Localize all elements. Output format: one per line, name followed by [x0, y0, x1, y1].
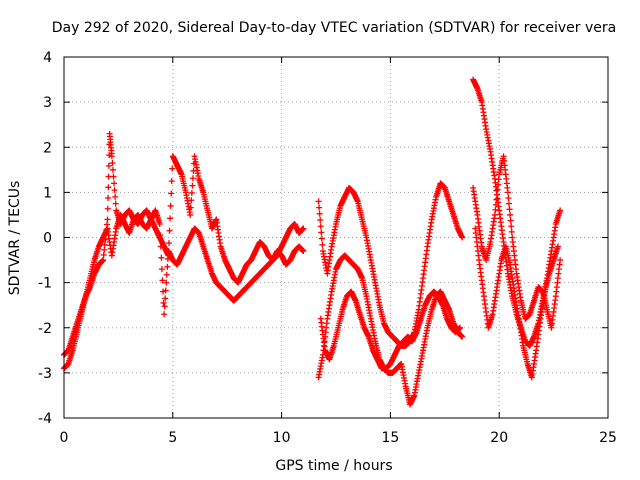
x-tick-label: 25: [599, 430, 617, 446]
data-point: [504, 189, 511, 196]
data-point: [157, 243, 164, 250]
data-point: [100, 251, 107, 258]
y-tick-label: -3: [38, 366, 52, 382]
data-point: [557, 207, 564, 214]
data-point: [105, 195, 112, 202]
data-point: [457, 324, 464, 331]
data-point: [162, 287, 169, 294]
data-point: [188, 189, 195, 196]
data-point: [317, 223, 324, 230]
data-point: [169, 165, 176, 172]
data-point: [507, 211, 514, 218]
data-point: [167, 215, 174, 222]
axis-ticks: 0 5 10 15 20 25 -4 -3 -2 -1 0 1 2 3 4: [38, 50, 617, 446]
data-point: [161, 303, 168, 310]
data-point: [319, 241, 326, 248]
y-tick-label: 3: [43, 95, 52, 111]
data-points: [61, 76, 564, 408]
x-tick-label: 20: [490, 430, 508, 446]
data-point: [112, 193, 119, 200]
data-point: [318, 235, 325, 242]
chart-title: Day 292 of 2020, Sidereal Day-to-day VTE…: [52, 20, 616, 36]
data-point: [491, 211, 498, 218]
data-point: [111, 187, 118, 194]
data-point: [111, 180, 118, 187]
data-point: [554, 243, 561, 250]
data-point: [187, 204, 194, 211]
data-point: [189, 182, 196, 189]
y-tick-label: -2: [38, 321, 52, 337]
data-point: [459, 234, 466, 241]
data-point: [156, 220, 163, 227]
data-point: [164, 263, 171, 270]
y-tick-label: 0: [43, 231, 52, 247]
x-tick-label: 15: [381, 430, 399, 446]
data-point: [300, 225, 307, 232]
data-point: [104, 216, 111, 223]
data-point: [168, 190, 175, 197]
data-point: [316, 210, 323, 217]
data-point: [300, 248, 307, 255]
data-point: [108, 153, 115, 160]
data-point: [110, 173, 117, 180]
data-point: [160, 288, 167, 295]
data-point: [105, 162, 112, 169]
data-point: [494, 191, 501, 198]
data-point: [100, 257, 107, 264]
data-point: [507, 217, 514, 224]
data-point: [165, 240, 172, 247]
data-point: [508, 223, 515, 230]
data-point: [189, 175, 196, 182]
data-point: [157, 232, 164, 239]
data-point: [315, 198, 322, 205]
y-tick-label: -4: [38, 411, 52, 427]
y-tick-label: -1: [38, 276, 52, 292]
data-point: [105, 184, 112, 191]
data-point: [159, 277, 166, 284]
y-tick-label: 4: [43, 50, 52, 66]
data-point: [317, 217, 324, 224]
y-tick-label: 1: [43, 185, 52, 201]
data-point: [506, 206, 513, 213]
x-tick-label: 0: [60, 430, 69, 446]
data-point: [101, 246, 108, 253]
data-point: [158, 266, 165, 273]
x-tick-label: 5: [168, 430, 177, 446]
data-point: [112, 200, 119, 207]
data-point: [163, 279, 170, 286]
data-point: [158, 254, 165, 261]
data-point: [492, 201, 499, 208]
data-point: [161, 311, 168, 318]
data-point: [163, 271, 170, 278]
data-point: [459, 333, 466, 340]
data-point: [168, 178, 175, 185]
y-tick-label: 2: [43, 140, 52, 156]
data-point: [109, 166, 116, 173]
data-point: [505, 200, 512, 207]
data-point: [505, 195, 512, 202]
data-point: [557, 257, 564, 264]
data-point: [316, 204, 323, 211]
x-axis-label: GPS time / hours: [275, 458, 392, 474]
data-point: [109, 160, 116, 167]
y-axis-label: SDTVAR / TECUs: [7, 181, 23, 296]
data-point: [492, 206, 499, 213]
data-point: [495, 181, 502, 188]
data-point: [104, 205, 111, 212]
data-point: [318, 229, 325, 236]
x-tick-label: 10: [273, 430, 291, 446]
data-point: [162, 295, 169, 302]
data-point: [495, 176, 502, 183]
data-point: [494, 186, 501, 193]
data-point: [188, 197, 195, 204]
data-point: [187, 211, 194, 218]
data-point: [166, 227, 173, 234]
data-point: [160, 299, 167, 306]
data-point: [508, 228, 515, 235]
data-point: [493, 196, 500, 203]
data-point: [167, 202, 174, 209]
